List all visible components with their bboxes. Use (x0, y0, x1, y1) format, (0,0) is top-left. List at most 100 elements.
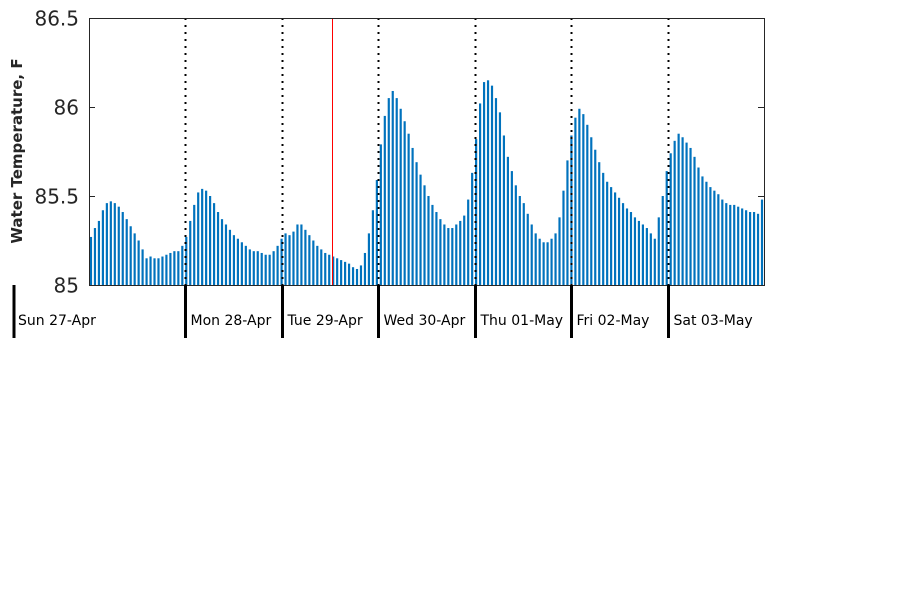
day-label: Wed 30-Apr (384, 313, 466, 329)
bar (300, 224, 303, 285)
plot-frame (89, 18, 765, 286)
bar (153, 258, 156, 285)
bar (403, 121, 406, 286)
bar (729, 204, 732, 285)
bar (677, 133, 680, 285)
bar (423, 185, 426, 285)
bar-series (89, 80, 764, 286)
bar (113, 203, 116, 285)
bar (506, 156, 509, 285)
bar (232, 235, 236, 285)
bar (121, 212, 124, 285)
bar (689, 147, 692, 285)
day-label: Thu 01-May (480, 313, 564, 329)
bar (661, 196, 664, 285)
bar (280, 238, 283, 285)
bar (649, 233, 652, 285)
bar (526, 213, 529, 285)
bar (355, 268, 359, 285)
bar (332, 256, 335, 285)
midnight-lines (184, 18, 670, 285)
bar (367, 233, 371, 285)
bar (463, 215, 466, 285)
bar (594, 149, 597, 285)
bar (224, 224, 228, 285)
bar (129, 226, 132, 285)
bar (530, 224, 533, 285)
bar (201, 188, 204, 285)
bar (709, 187, 712, 285)
bar (621, 203, 625, 285)
bar (657, 217, 660, 285)
bar (697, 167, 700, 285)
bar (637, 220, 641, 285)
bar (443, 224, 446, 285)
bar (490, 85, 494, 285)
bar (693, 156, 696, 285)
bar (606, 181, 609, 285)
bar (459, 220, 462, 285)
bar (760, 199, 764, 285)
bar (752, 212, 756, 285)
bar (435, 212, 438, 285)
bar (737, 206, 740, 285)
bar (498, 112, 502, 285)
bar (645, 228, 648, 285)
bar (633, 217, 637, 285)
bar (228, 229, 232, 285)
bar (467, 199, 470, 285)
bar (610, 187, 613, 285)
bar (741, 208, 744, 285)
bar (276, 245, 279, 285)
bar (264, 254, 267, 285)
bar (288, 235, 291, 285)
bar (185, 236, 188, 285)
bar (641, 224, 644, 285)
bar (304, 229, 307, 285)
bar (328, 254, 331, 285)
bar (542, 242, 545, 285)
bar (574, 117, 577, 286)
bar (193, 204, 196, 285)
bar (296, 224, 299, 285)
bar (415, 162, 418, 285)
bar (550, 238, 553, 285)
bar (177, 251, 180, 285)
day-label: Sat 03-May (674, 313, 753, 329)
bar (749, 212, 752, 285)
bar (165, 254, 168, 285)
bar (387, 98, 390, 285)
bar (260, 252, 263, 285)
bar (518, 196, 521, 285)
bar (665, 171, 668, 285)
bar (212, 203, 216, 285)
bar (149, 256, 152, 285)
bar (209, 196, 212, 285)
y-axis: 85 85.5 86 86.5 (34, 7, 764, 298)
bar (363, 252, 367, 285)
bar (713, 190, 716, 285)
bar (411, 147, 414, 285)
bar (284, 233, 287, 285)
bar (427, 196, 430, 285)
bar (399, 108, 402, 285)
bar (617, 197, 621, 285)
bar (669, 153, 672, 285)
bar (181, 245, 184, 285)
bar (220, 219, 224, 285)
bar (359, 265, 363, 285)
bar (169, 252, 172, 285)
bar (475, 139, 478, 285)
bar (145, 258, 148, 285)
bar (133, 233, 136, 285)
bar (558, 217, 561, 285)
bar (407, 133, 410, 285)
bar (312, 240, 315, 285)
bar (236, 238, 239, 285)
bar (268, 254, 271, 285)
bar (157, 258, 160, 285)
bar (419, 174, 422, 285)
bar (105, 203, 108, 285)
bar (586, 124, 589, 285)
